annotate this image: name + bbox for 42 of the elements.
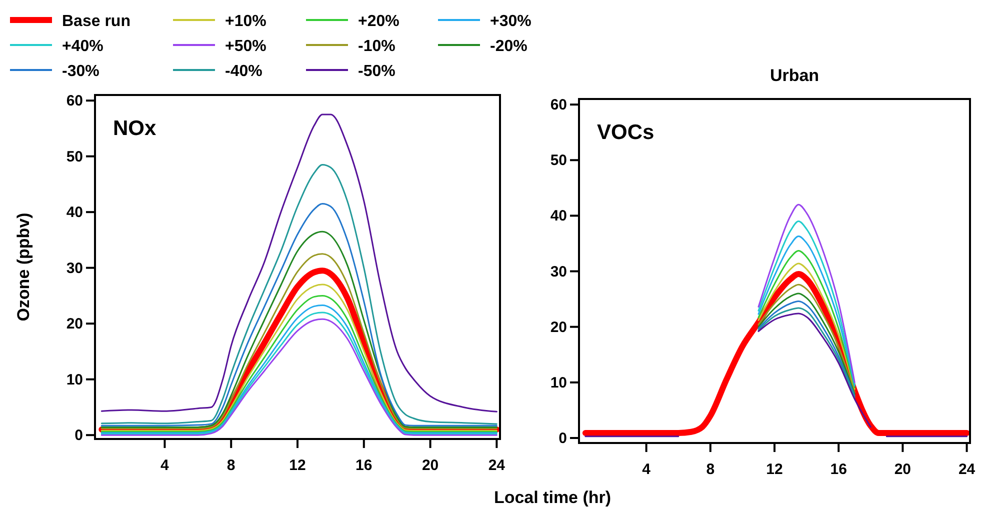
x-axis-title: Local time (hr) — [494, 488, 612, 507]
y-tick-label: 60 — [66, 92, 83, 110]
x-tick-label: 16 — [830, 461, 847, 478]
x-tick-label: 16 — [356, 457, 372, 474]
legend-label: -10% — [358, 38, 396, 55]
y-tick-label: 10 — [66, 371, 83, 388]
chart-title: Urban — [770, 66, 820, 85]
y-tick-label: 20 — [550, 318, 567, 336]
legend-label: +10% — [225, 13, 266, 30]
y-tick-label: 0 — [558, 430, 567, 447]
y-tick-label: 60 — [550, 96, 567, 114]
x-tick-label: 8 — [226, 457, 236, 474]
legend-label: +20% — [358, 13, 400, 30]
x-tick-label: 24 — [958, 461, 976, 478]
y-tick-label: 30 — [66, 260, 83, 277]
legend-label: +50% — [225, 38, 266, 55]
x-tick-label: 4 — [160, 457, 170, 474]
y-tick-label: 10 — [550, 374, 567, 392]
legend-label: -40% — [225, 63, 262, 80]
y-tick-label: 0 — [74, 427, 83, 444]
legend-label: -30% — [62, 63, 100, 80]
x-tick-label: 12 — [766, 461, 783, 478]
legend-label: +40% — [62, 38, 104, 55]
legend-label: Base run — [62, 13, 130, 30]
legend-label: -20% — [490, 38, 528, 55]
x-tick-label: 20 — [894, 461, 912, 478]
y-tick-label: 30 — [550, 263, 567, 280]
y-tick-label: 50 — [550, 152, 567, 170]
x-tick-label: 8 — [706, 461, 715, 478]
y-tick-label: 20 — [66, 316, 83, 333]
x-tick-label: 4 — [642, 461, 652, 478]
x-tick-label: 20 — [422, 457, 439, 474]
annotation: NOx — [113, 117, 156, 140]
legend-label: +30% — [490, 13, 532, 30]
legend-label: -50% — [358, 63, 396, 80]
y-tick-label: 50 — [66, 148, 83, 166]
y-tick-label: 40 — [66, 204, 83, 222]
y-tick-label: 40 — [550, 208, 567, 225]
x-tick-label: 24 — [488, 457, 506, 474]
annotation: VOCs — [597, 121, 654, 144]
x-tick-label: 12 — [289, 457, 306, 474]
y-axis-title: Ozone (ppbv) — [14, 212, 33, 322]
